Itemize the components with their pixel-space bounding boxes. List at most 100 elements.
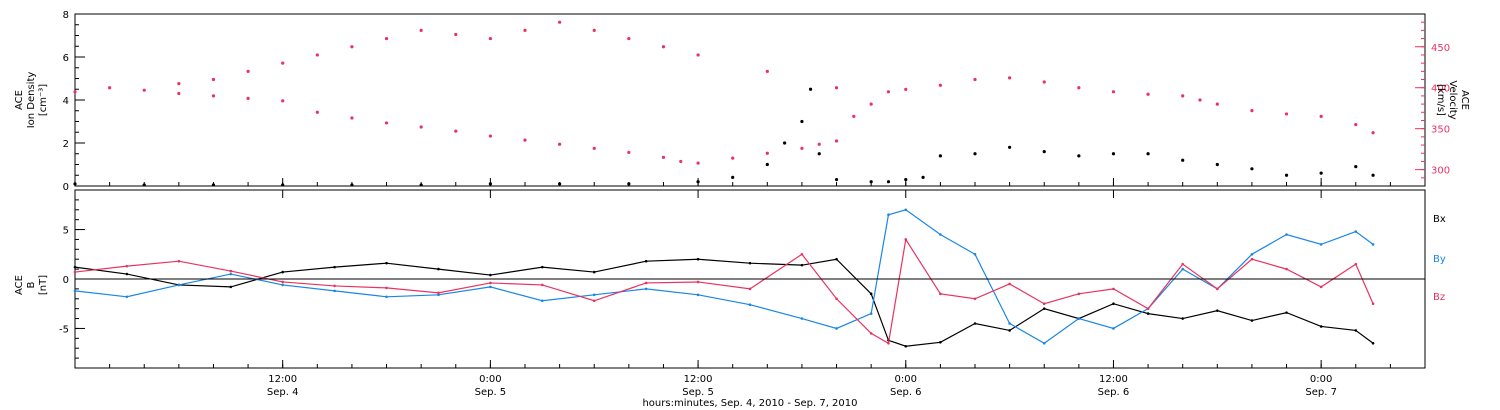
top-left-ylabel-3: [cm⁻³] bbox=[38, 84, 49, 116]
top-point-red bbox=[454, 129, 458, 133]
top-point-red bbox=[1371, 131, 1375, 135]
top-point-black bbox=[765, 162, 769, 167]
point-bx bbox=[1319, 325, 1323, 328]
top-point-red bbox=[281, 99, 285, 103]
point-bx bbox=[1285, 311, 1288, 314]
top-point-red bbox=[1181, 94, 1185, 98]
point-by bbox=[125, 295, 129, 299]
point-bx bbox=[1371, 341, 1375, 345]
top-right-ytick-label: 300 bbox=[1431, 166, 1450, 177]
point-bx bbox=[541, 265, 544, 269]
point-by bbox=[541, 299, 544, 303]
point-by bbox=[1250, 252, 1254, 256]
point-bx bbox=[644, 259, 648, 263]
top-point-black bbox=[869, 180, 873, 184]
point-by bbox=[177, 283, 181, 287]
top-point-red bbox=[627, 36, 631, 41]
top-point-red bbox=[679, 159, 683, 164]
top-point-black bbox=[142, 183, 146, 187]
point-bz bbox=[835, 297, 838, 301]
top-panel-series bbox=[73, 20, 1375, 187]
top-point-black bbox=[211, 183, 216, 187]
series-line-bz bbox=[74, 237, 1374, 345]
x-tick-date: Sep. 5 bbox=[682, 387, 714, 398]
top-point-red bbox=[1354, 122, 1358, 127]
point-by bbox=[333, 289, 336, 293]
top-point-red bbox=[1008, 76, 1012, 80]
point-bx bbox=[973, 322, 977, 325]
top-point-red bbox=[1111, 90, 1116, 94]
top-point-black bbox=[1215, 162, 1219, 167]
top-point-red bbox=[73, 90, 77, 94]
top-point-black bbox=[488, 182, 492, 186]
point-bx bbox=[800, 263, 804, 267]
point-bz bbox=[1181, 262, 1184, 266]
top-point-black bbox=[834, 177, 839, 182]
top-right-ytick-label: 350 bbox=[1431, 125, 1450, 136]
point-by bbox=[887, 213, 890, 217]
point-by bbox=[592, 293, 596, 297]
top-point-red bbox=[177, 82, 181, 86]
point-bz bbox=[1216, 287, 1219, 291]
top-point-red bbox=[834, 86, 839, 90]
top-point-red bbox=[938, 83, 942, 87]
top-point-black bbox=[558, 182, 562, 186]
top-point-red bbox=[592, 146, 596, 150]
point-bz bbox=[869, 332, 873, 335]
point-bx bbox=[437, 267, 440, 271]
top-point-red bbox=[177, 91, 181, 96]
top-point-red bbox=[558, 142, 562, 146]
point-by bbox=[973, 252, 977, 256]
point-bx bbox=[1354, 329, 1358, 332]
point-bz bbox=[489, 281, 492, 285]
point-bx bbox=[1181, 317, 1184, 320]
top-panel-frame bbox=[74, 13, 1426, 187]
point-bx bbox=[904, 344, 908, 348]
point-by bbox=[1042, 341, 1046, 345]
top-point-black bbox=[783, 141, 787, 145]
point-by bbox=[385, 295, 388, 299]
top-point-red bbox=[108, 86, 112, 90]
point-bz bbox=[800, 252, 804, 256]
top-point-red bbox=[886, 90, 891, 94]
point-bx bbox=[835, 257, 838, 261]
point-by bbox=[437, 293, 440, 297]
top-point-red bbox=[834, 139, 839, 143]
top-point-black bbox=[938, 154, 942, 158]
top-right-ytick-label: 450 bbox=[1431, 43, 1450, 54]
top-point-red bbox=[800, 146, 804, 150]
top-point-black bbox=[1371, 173, 1375, 177]
top-point-red bbox=[592, 28, 596, 32]
bottom-panel-series bbox=[73, 208, 1375, 348]
point-bx bbox=[1112, 302, 1115, 306]
point-bz bbox=[1042, 302, 1046, 306]
point-bz bbox=[229, 269, 233, 273]
series-line-by bbox=[74, 209, 1374, 344]
top-point-red bbox=[384, 36, 389, 41]
top-point-red bbox=[1198, 98, 1202, 102]
point-bx bbox=[385, 261, 388, 265]
top-left-y-axis: 0 2 4 6 8 bbox=[63, 10, 85, 193]
bottom-ylabel-2: B bbox=[26, 281, 37, 288]
point-bz bbox=[1250, 257, 1254, 261]
top-point-red bbox=[852, 114, 856, 118]
top-point-red bbox=[731, 156, 735, 160]
top-point-black bbox=[1284, 173, 1289, 177]
legend-bz: Bz bbox=[1433, 292, 1445, 303]
x-tick-time: 12:00 bbox=[684, 374, 713, 385]
top-right-ytick-label: 400 bbox=[1431, 84, 1450, 95]
point-bz bbox=[1146, 307, 1150, 310]
point-bx bbox=[229, 285, 233, 289]
top-point-black bbox=[973, 152, 977, 156]
point-by bbox=[835, 327, 838, 330]
top-point-red bbox=[696, 53, 700, 57]
point-bz bbox=[125, 264, 129, 268]
top-point-black bbox=[627, 182, 631, 186]
point-by bbox=[1181, 267, 1184, 271]
x-tick-time: 0:00 bbox=[479, 374, 501, 385]
x-axis-title: hours:minutes, Sep. 4, 2010 - Sep. 7, 20… bbox=[642, 398, 857, 409]
bottom-ylabel-1: ACE bbox=[14, 275, 25, 295]
top-point-red bbox=[523, 138, 527, 142]
top-right-ylabel-3: [km/s] bbox=[1435, 84, 1446, 116]
top-point-red bbox=[1215, 102, 1219, 106]
